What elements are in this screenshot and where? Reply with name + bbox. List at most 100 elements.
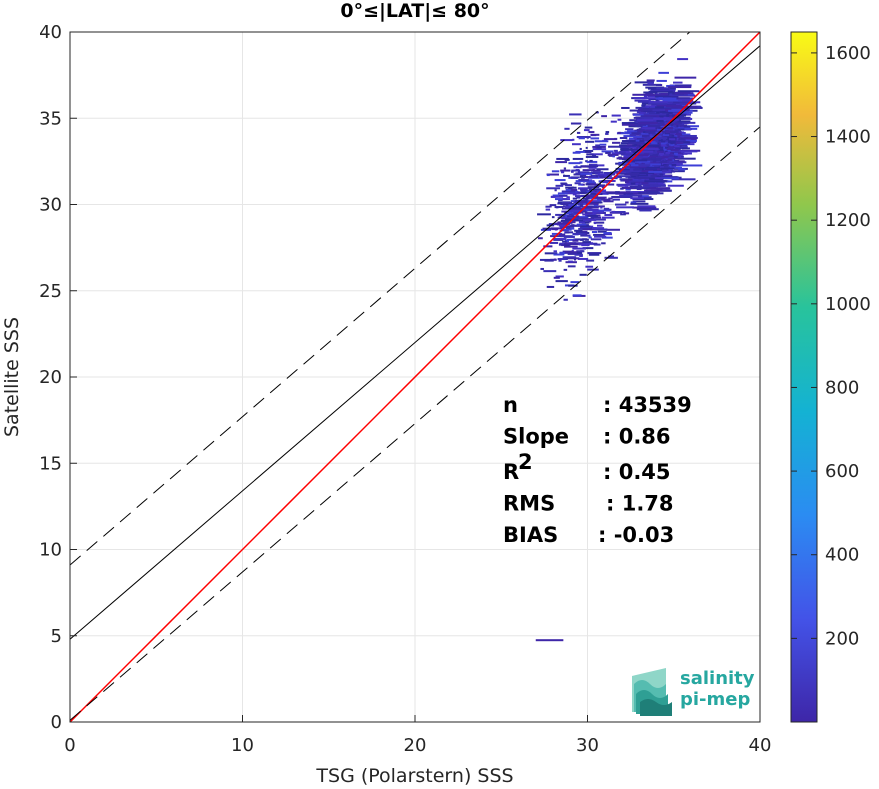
density-cell bbox=[563, 174, 566, 177]
density-cell bbox=[585, 265, 594, 268]
density-cell bbox=[674, 145, 680, 148]
density-cell bbox=[562, 240, 567, 243]
density-cell bbox=[593, 235, 607, 238]
density-cell bbox=[645, 190, 659, 193]
density-cell bbox=[599, 175, 612, 178]
density-cell bbox=[585, 199, 589, 202]
density-cell bbox=[582, 228, 596, 231]
density-cell bbox=[568, 204, 577, 207]
density-cell bbox=[567, 252, 581, 255]
density-cell bbox=[592, 180, 595, 183]
density-cell bbox=[666, 140, 669, 143]
density-cell bbox=[656, 119, 664, 122]
density-cell bbox=[582, 213, 596, 216]
density-cell bbox=[545, 208, 551, 211]
density-cell bbox=[544, 259, 554, 262]
density-cell bbox=[537, 237, 543, 240]
density-cell bbox=[619, 137, 628, 140]
density-cell bbox=[592, 227, 605, 230]
density-cell bbox=[679, 104, 688, 107]
density-cell bbox=[551, 228, 559, 231]
density-cell bbox=[669, 93, 688, 96]
density-cell bbox=[671, 154, 676, 157]
density-cell bbox=[633, 116, 642, 119]
density-cell bbox=[668, 156, 674, 159]
density-cell bbox=[589, 159, 593, 162]
density-cell bbox=[641, 135, 650, 138]
density-cell bbox=[599, 143, 607, 146]
density-cell bbox=[586, 153, 594, 156]
density-cell bbox=[584, 151, 592, 154]
stat-label-2: R bbox=[503, 460, 519, 484]
density-cell bbox=[611, 114, 621, 117]
stat-label-1: Slope bbox=[503, 425, 569, 449]
logo-line1: salinity bbox=[680, 668, 755, 689]
density-cell bbox=[664, 125, 672, 128]
density-cell bbox=[603, 200, 614, 203]
density-cell bbox=[568, 162, 581, 165]
density-cell bbox=[669, 152, 673, 155]
density-cell bbox=[658, 71, 669, 74]
density-cell bbox=[592, 190, 595, 193]
density-cell bbox=[588, 253, 600, 256]
density-cell bbox=[597, 230, 607, 233]
density-cell bbox=[669, 136, 677, 139]
density-cell bbox=[573, 217, 587, 220]
density-cell bbox=[655, 97, 677, 100]
density-cell bbox=[658, 146, 664, 149]
density-cell bbox=[625, 201, 629, 204]
density-cell bbox=[643, 95, 648, 98]
density-cell bbox=[604, 256, 618, 259]
density-cell bbox=[675, 153, 683, 156]
density-cell bbox=[641, 99, 651, 102]
density-cell bbox=[660, 140, 669, 143]
density-cell bbox=[550, 195, 556, 198]
line-fit-lower bbox=[70, 126, 760, 721]
density-cell bbox=[673, 134, 697, 137]
density-cell bbox=[577, 191, 588, 194]
density-cell bbox=[633, 97, 656, 100]
density-cell bbox=[576, 250, 585, 253]
density-cell bbox=[626, 132, 641, 135]
density-cell bbox=[582, 241, 591, 244]
density-cell bbox=[563, 268, 568, 271]
density-cell bbox=[627, 130, 635, 133]
density-cell bbox=[560, 182, 567, 185]
density-cell bbox=[611, 152, 620, 155]
density-cell bbox=[561, 207, 575, 210]
density-cell bbox=[554, 179, 566, 182]
density-cell bbox=[563, 167, 567, 170]
density-cell bbox=[570, 224, 582, 227]
density-cell bbox=[632, 93, 655, 96]
density-cell bbox=[669, 166, 682, 169]
density-cell bbox=[651, 157, 656, 160]
density-cell bbox=[645, 161, 663, 164]
density-cell bbox=[561, 190, 576, 193]
cb-tick-label-600: 600 bbox=[825, 461, 859, 482]
density-cell bbox=[592, 169, 601, 172]
density-cell bbox=[642, 83, 662, 86]
density-cell bbox=[568, 227, 575, 230]
density-cell bbox=[583, 210, 587, 213]
cb-tick-label-1400: 1400 bbox=[825, 127, 871, 148]
density-cell bbox=[560, 139, 573, 142]
density-cell bbox=[647, 148, 665, 151]
density-cell bbox=[610, 171, 622, 174]
density-cell bbox=[602, 173, 616, 176]
density-cell bbox=[575, 165, 578, 168]
density-cell bbox=[565, 242, 576, 245]
density-cell bbox=[619, 144, 629, 147]
density-cell bbox=[555, 222, 569, 225]
density-cell bbox=[557, 221, 562, 224]
density-cell bbox=[587, 252, 602, 255]
density-cell bbox=[669, 138, 676, 141]
density-cell bbox=[605, 131, 610, 134]
density-cell bbox=[659, 111, 666, 114]
density-cell bbox=[675, 150, 698, 153]
density-cell bbox=[555, 275, 564, 278]
stat-value-3: : 1.78 bbox=[606, 492, 674, 516]
density-cell bbox=[601, 150, 614, 153]
density-cell bbox=[632, 178, 656, 181]
density-cell bbox=[543, 270, 557, 273]
stat-value-4: : -0.03 bbox=[598, 523, 674, 547]
